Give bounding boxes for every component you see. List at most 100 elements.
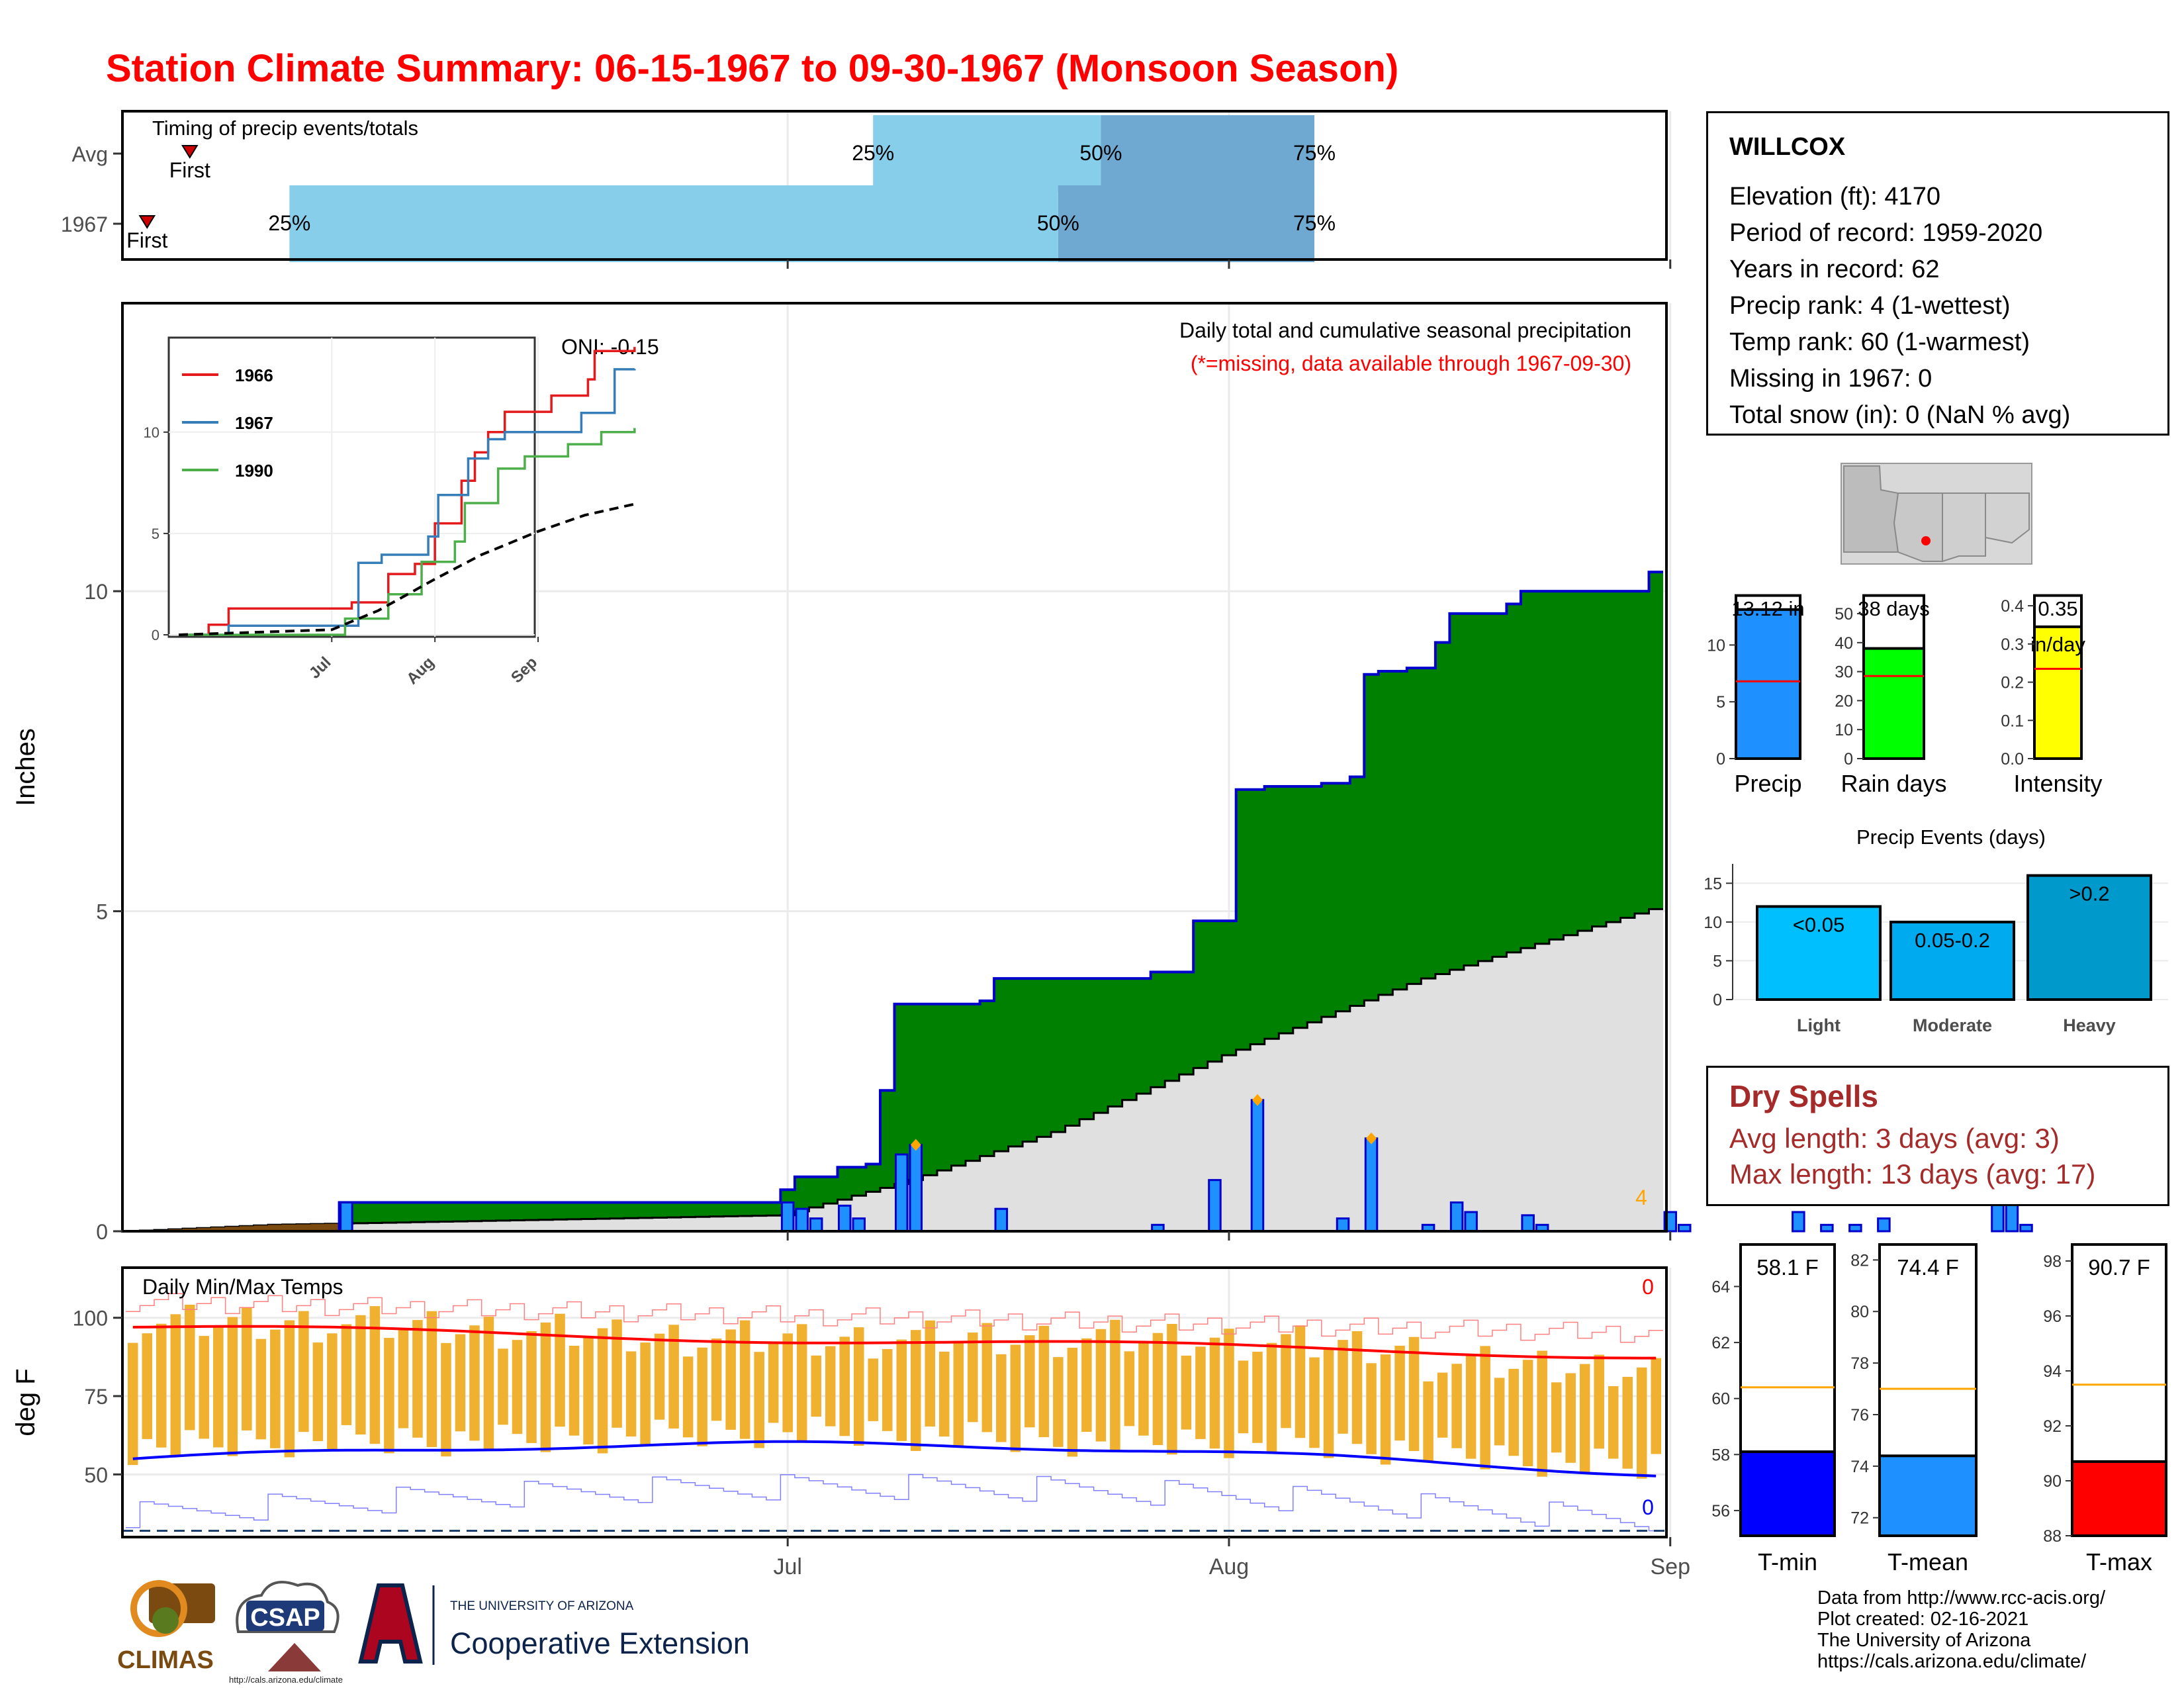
tmean-y-tick-label: 78 [1850,1354,1869,1373]
station-years: Years in record: 62 [1729,256,1940,283]
daily-temp-bar [640,1342,651,1446]
daily-temp-bar [156,1323,167,1448]
daily-temp-bar [1067,1347,1078,1457]
events-category-label: Heavy [2063,1015,2116,1035]
daily-temp-bar [996,1354,1007,1442]
cumulative-deficit-area [225,1227,240,1231]
daily-temp-bar [284,1320,295,1458]
station-period: Period of record: 1959-2020 [1729,219,2043,247]
daily-temp-bar [1266,1342,1277,1453]
daily-temp-bar [255,1338,267,1440]
precip-frame [121,302,1668,1233]
daily-temp-bar [668,1325,679,1429]
events-title: Precip Events (days) [1856,825,2046,849]
events-bar-label: 0.05-0.2 [1915,929,1990,952]
summary-y-tick-label: 0.0 [2001,750,2024,769]
daily-temp-bar [1281,1334,1291,1429]
station-temp-rank: Temp rank: 60 (1-warmest) [1729,328,2030,356]
daily-temp-bar [1209,1337,1220,1449]
daily-precip-bar [1521,1214,1535,1233]
daily-temp-bar [825,1346,836,1427]
daily-temp-bar [1351,1331,1363,1444]
precip-y-tick-label: 5 [96,900,108,924]
daily-temp-bar [911,1330,921,1451]
daily-temp-bar [128,1342,138,1466]
daily-temp-bar [1309,1357,1320,1448]
daily-temp-bar [398,1329,409,1429]
summary-bar-2 [2033,625,2083,760]
daily-temp-bar [625,1351,637,1437]
station-info-box: WILLCOX Elevation (ft): 4170 Period of r… [1706,111,2169,436]
daily-temp-bar [1224,1329,1234,1458]
temp-means-chart: 58.1 F 56 58 60 62 64 T-min 74.4 F 72 74 76 78 80 82 T… [1711,1243,2167,1575]
events-y-tick-label: 15 [1704,874,1722,893]
summary-bar-0 [1735,608,1801,761]
daily-precip-bar [837,1204,852,1233]
daily-temp-bar [441,1342,451,1457]
tmean-bar-1 [1878,1454,1978,1537]
inset-legend-label: 1967 [235,413,273,433]
summary-bar-1 [1862,647,1925,760]
daily-temp-bar [1651,1358,1661,1454]
tmean-category-label: T-min [1758,1548,1817,1575]
daily-precip-bar [1336,1217,1350,1233]
station-missing: Missing in 1967: 0 [1729,365,1933,393]
ua-logo-big-text: Cooperative Extension [450,1626,750,1660]
timing-title: Timing of precip events/totals [152,117,418,140]
footer-university: The University of Arizona [1817,1630,2031,1651]
daily-precip-bar [895,1153,909,1233]
daily-temp-bar [569,1345,580,1436]
daily-temp-bar [227,1317,238,1456]
climas-logo-sun-icon [130,1580,187,1637]
daily-temp-bar [1295,1325,1306,1438]
map-state-newmexico [1942,492,1986,563]
inset-line-1990 [179,428,636,636]
daily-temp-bar [1594,1354,1604,1449]
dry-spells-max: Max length: 13 days (avg: 17) [1729,1158,2096,1190]
daily-precip-bar [1848,1223,1862,1233]
page-title: Station Climate Summary: 06-15-1967 to 0… [106,47,1399,90]
precip-count-label: 4 [1635,1186,1647,1209]
daily-temp-bar [1579,1364,1590,1474]
cumulative-deficit-area [197,1228,212,1231]
map-state-east [1985,492,2030,544]
summary-y-tick-label: 0.4 [2001,597,2024,616]
cumulative-surplus-area [126,572,1663,1231]
daily-temp-bar [711,1338,722,1421]
summary-value-label: 38 days [1858,597,1930,620]
daily-record-marker [910,1139,921,1151]
summary-y-tick-label: 30 [1835,663,1853,682]
csap-logo-mountain-icon [268,1643,321,1671]
summary-category-label: Rain days [1841,770,1946,797]
summary-y-tick-label: 0.1 [2001,712,2024,730]
daily-temp-bar [1252,1352,1263,1443]
precip-events-chart: Precip Events (days) <0.05 Light 0.05-0.2 Mo… [1704,825,2168,1035]
events-bar-label: >0.2 [2069,882,2109,906]
cumulative-deficit-area [282,1224,297,1231]
summary-category-label: Intensity [2013,770,2102,797]
tmean-y-tick-label: 82 [1850,1251,1869,1270]
daily-temp-bar [540,1322,551,1452]
precip-title: Daily total and cumulative seasonal prec… [1179,318,1631,342]
temps-x-tick-label: Aug [1209,1554,1250,1579]
tmean-y-tick-label: 62 [1711,1334,1730,1352]
summary-y-tick-label: 0 [1716,750,1725,769]
daily-temp-bar [1437,1372,1448,1438]
daily-temp-bar [1195,1346,1206,1439]
daily-temp-bar [654,1333,665,1420]
timing-frame [121,110,1668,261]
station-name: WILLCOX [1729,133,1846,161]
events-bar [2026,874,2152,1001]
daily-temp-bar [1110,1319,1120,1451]
summary-unit-label: in/day [2030,633,2085,656]
daily-temp-bar [597,1328,608,1454]
summary-y-tick-label: 10 [1707,636,1725,655]
daily-temp-bar [1010,1344,1021,1452]
events-bar [1889,920,2015,1002]
daily-temp-bar [483,1317,494,1450]
precip-y-tick-label: 10 [84,580,108,604]
tmean-y-tick-label: 80 [1850,1303,1869,1321]
events-y-tick-label: 5 [1713,952,1722,970]
daily-temp-bar [298,1311,309,1432]
daily-temp-bar [1038,1325,1050,1438]
